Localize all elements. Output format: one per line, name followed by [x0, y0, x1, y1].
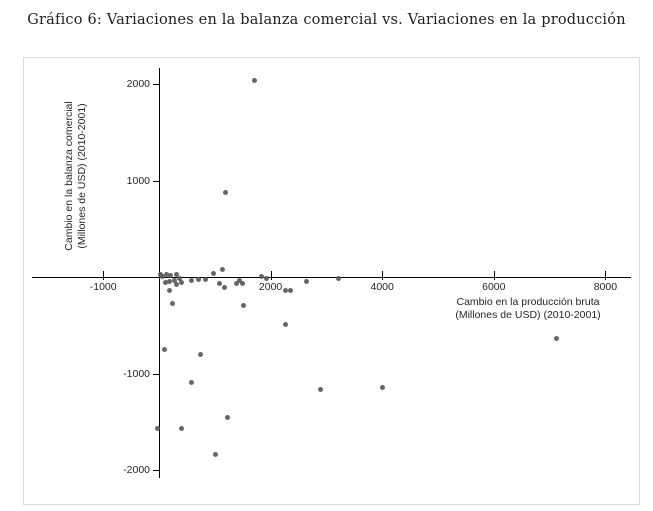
- y-tick-label: 2000: [126, 78, 150, 90]
- data-point: [236, 278, 242, 284]
- data-point: [219, 266, 225, 272]
- data-point: [263, 276, 269, 282]
- data-point: [241, 302, 247, 308]
- data-point: [217, 281, 223, 287]
- x-axis-title-line2: (Millones de USD) (2010-2001): [455, 309, 601, 321]
- data-point: [162, 280, 168, 286]
- x-tick-label: -1000: [89, 281, 117, 293]
- data-point: [171, 278, 177, 284]
- data-point: [554, 336, 560, 342]
- data-point: [179, 280, 185, 286]
- data-point: [318, 387, 324, 393]
- x-tick-label: 2000: [258, 281, 283, 293]
- x-axis-title-line1: Cambio en la producción bruta: [456, 296, 600, 308]
- data-point: [195, 277, 201, 283]
- data-point: [197, 351, 203, 357]
- y-tick-label: -1000: [123, 367, 150, 380]
- y-tick-label: -2000: [123, 464, 150, 476]
- data-point: [188, 278, 194, 284]
- data-point: [221, 284, 227, 290]
- x-tick-mark: [493, 271, 495, 280]
- y-tick-label: 1000: [126, 174, 150, 187]
- y-axis-title-line1: Cambio en la balanza comercial: [63, 101, 75, 251]
- x-axis-line: [32, 277, 631, 278]
- data-point: [170, 301, 176, 307]
- x-tick-mark: [605, 271, 607, 280]
- y-tick-mark: [153, 470, 159, 471]
- y-tick-mark: [153, 373, 159, 375]
- data-point: [202, 277, 208, 283]
- data-point: [164, 271, 170, 277]
- data-point: [282, 287, 288, 293]
- data-point: [188, 379, 194, 385]
- data-point: [173, 271, 179, 277]
- data-point: [233, 281, 239, 287]
- y-axis-title: Cambio en la balanza comercial (Millones…: [63, 101, 89, 250]
- x-tick-mark: [382, 271, 384, 280]
- data-point: [287, 288, 293, 294]
- data-point: [166, 279, 172, 285]
- data-point: [240, 281, 246, 287]
- data-point: [336, 275, 342, 281]
- data-point: [252, 77, 258, 83]
- x-axis-title: Cambio en la producción bruta (Millones …: [455, 296, 600, 322]
- x-tick-mark: [103, 271, 105, 280]
- x-tick-label: 4000: [370, 281, 394, 293]
- data-point: [212, 452, 218, 458]
- y-tick-mark: [153, 84, 159, 85]
- data-point: [179, 425, 185, 431]
- data-point: [154, 426, 160, 432]
- data-point: [225, 415, 231, 421]
- data-point: [157, 271, 163, 277]
- data-point: [168, 272, 174, 278]
- y-axis-title-line2: (Millones de USD) (2010-2001): [76, 103, 88, 249]
- data-point: [176, 276, 182, 282]
- chart-title: Gráfico 6: Variaciones en la balanza com…: [27, 12, 626, 28]
- data-point: [161, 347, 167, 353]
- data-point: [223, 189, 229, 195]
- data-point: [174, 282, 180, 288]
- data-point: [210, 270, 216, 276]
- data-point: [283, 321, 289, 327]
- data-point: [160, 273, 166, 279]
- data-point: [258, 273, 264, 279]
- x-tick-mark: [270, 271, 272, 280]
- data-point: [379, 385, 385, 391]
- x-tick-label: 8000: [593, 281, 618, 293]
- data-point: [166, 287, 172, 293]
- plot-area: Cambio en la balanza comercial (Millones…: [23, 57, 640, 505]
- data-point: [304, 278, 310, 284]
- y-tick-mark: [153, 180, 159, 182]
- x-tick-label: 6000: [482, 281, 506, 293]
